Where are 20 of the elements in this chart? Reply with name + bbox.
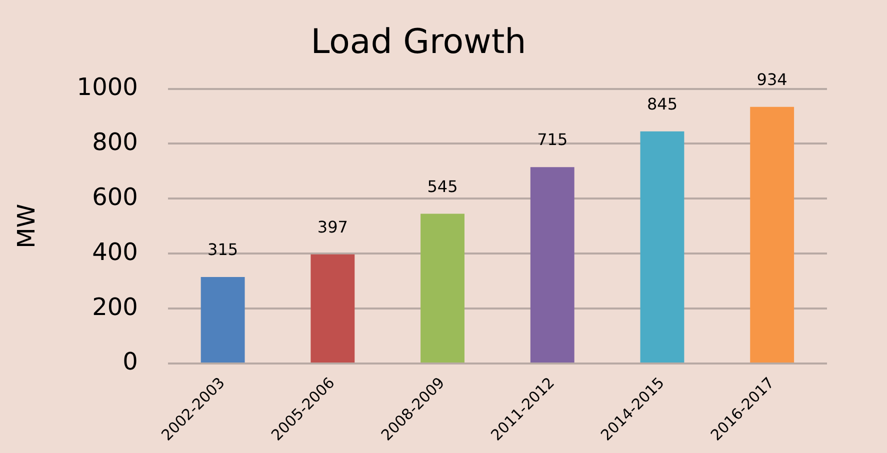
bar (200, 276, 245, 362)
bar (640, 131, 684, 362)
bar (310, 254, 355, 362)
data-label: 845 (646, 94, 678, 114)
y-tick-label: 600 (92, 182, 138, 211)
y-tick-label: 0 (122, 348, 138, 376)
data-label: 934 (756, 70, 788, 90)
y-tick-label: 800 (92, 128, 138, 156)
y-tick-label: 1000 (76, 73, 138, 102)
data-label: 715 (537, 130, 568, 150)
bar (530, 167, 574, 362)
chart-title: Load Growth (310, 22, 526, 62)
data-label: 315 (208, 240, 238, 260)
data-label: 545 (427, 176, 458, 196)
bar (420, 214, 464, 362)
y-tick-label: 200 (92, 292, 138, 321)
data-label: 397 (317, 218, 348, 237)
bar (750, 106, 794, 362)
y-axis-title: MW (12, 204, 41, 248)
y-tick-label: 400 (92, 238, 138, 266)
